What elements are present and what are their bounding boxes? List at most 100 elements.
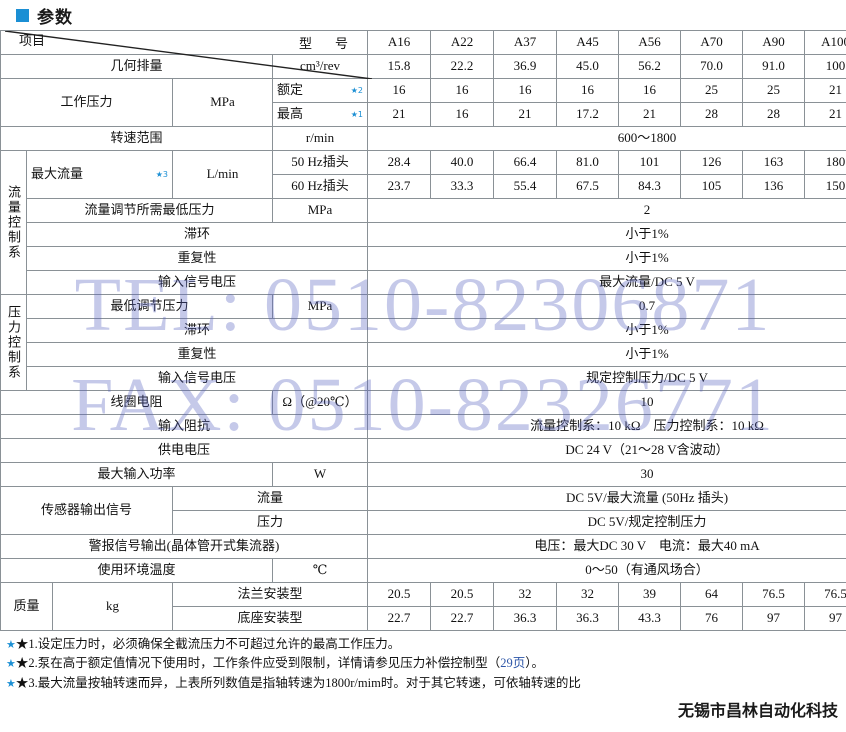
table-row: 使用环境温度 ℃ 0～50（有通风场合）	[0, 558, 846, 583]
cell: 100	[804, 54, 846, 79]
row-label-hysteresis-flow: 滞环	[25, 222, 369, 247]
blue-square-icon	[16, 8, 29, 22]
table-row: 输入信号电压 规定控制压力/DC 5 V	[1, 366, 846, 391]
table-row: 最高★1 21 16 21 17.2 21 28 28 21 28	[1, 102, 846, 127]
cell: 97	[742, 606, 806, 631]
row-label-sensor-output-signal: 传感器输出信号	[0, 486, 173, 535]
group-label-text: 流量控制系	[6, 185, 21, 260]
model-header-a100: A100	[804, 30, 846, 55]
cell: 67.5	[556, 174, 620, 199]
cell: 56.2	[618, 54, 682, 79]
cell: 81.0	[556, 150, 620, 175]
table-row: 传感器输出信号 流量 DC 5V/最大流量 (50Hz 插头)	[0, 486, 846, 535]
row-sublabel-max: 最高 ★1	[271, 102, 369, 127]
row-label-min-adjust-pressure: 最低调节压力	[26, 294, 273, 319]
row-label-input-signal-voltage-flow: 输入信号电压	[25, 270, 369, 295]
cell-span: 流量控制系：10 kΩ 压力控制系：10 kΩ	[367, 414, 846, 439]
table-row: 滞环 小于1%	[1, 318, 846, 343]
cell: 84.3	[618, 174, 682, 199]
cell-span: 0～50（有通风场合）	[367, 558, 846, 583]
row-sublabel-rated: 额定 ★2	[271, 78, 369, 103]
cell: 28	[680, 102, 744, 127]
cell: 20.5	[367, 582, 432, 607]
model-axis-label: 型 号	[299, 36, 354, 51]
cell: 16	[367, 78, 432, 103]
cell-span: 600～1800	[367, 126, 846, 151]
row-label-mass: 质量	[0, 582, 53, 631]
cell-span: 最大流量/DC 5 V	[367, 270, 846, 295]
cell: 180	[804, 150, 846, 175]
footnote-marker-1: ★1	[350, 109, 364, 119]
row-sublabel-flow: 流量	[171, 486, 369, 511]
label-text: 最大流量	[31, 166, 84, 182]
model-header-a37: A37	[493, 30, 558, 55]
table-row: 工作压力 MPa 额定★2 16 16 16 16 16 25 25 21 25	[0, 78, 846, 127]
group-label-pressure-control: 压力控制系	[0, 294, 27, 391]
cell: 91.0	[742, 54, 806, 79]
footnote-3-text: 最大流量按轴转速而异，上表所列数值是指轴转速为1800r/mim时。对于其它转速…	[37, 675, 581, 690]
row-unit-ambient-temperature: ℃	[271, 558, 369, 583]
row-label-hysteresis-pressure: 滞环	[25, 318, 369, 343]
table-row: 转速范围 r/min 600～1800	[0, 126, 846, 151]
cell: 16	[430, 78, 495, 103]
row-label-repeatability-pressure: 重复性	[25, 342, 369, 367]
cell: 33.3	[430, 174, 495, 199]
model-header-a56: A56	[618, 30, 682, 55]
cell: 21	[367, 102, 432, 127]
cell: 21	[493, 102, 558, 127]
cell: 39	[618, 582, 682, 607]
table-row: 流量控制系 最大流量 ★3 L/min 50 Hz插头 28.4 40.0 66.…	[0, 150, 846, 295]
footnote-marker-icon: ★	[6, 638, 16, 651]
cell: 28	[742, 102, 806, 127]
row-unit-max-input-power: W	[271, 462, 369, 487]
cell: 64	[680, 582, 744, 607]
footnote-3-marker: ★3.	[15, 675, 38, 690]
row-label-input-signal-voltage-pressure: 输入信号电压	[25, 366, 369, 391]
cell: 126	[680, 150, 744, 175]
cell: 17.2	[556, 102, 620, 127]
cell-span: DC 24 V（21～28 V含波动）	[367, 438, 846, 463]
cell: 25	[680, 78, 744, 103]
sublabel-text: 额定	[277, 82, 304, 98]
cell: 136	[742, 174, 806, 199]
sublabel-text: 最高	[277, 106, 304, 122]
cell: 22.7	[430, 606, 495, 631]
model-header-a16: A16	[367, 30, 432, 55]
cell: 70.0	[680, 54, 744, 79]
row-label-supply-voltage: 供电电压	[0, 438, 369, 463]
row-unit-mass: kg	[52, 582, 173, 631]
model-header-a90: A90	[742, 30, 806, 55]
footnote-marker-icon: ★	[6, 676, 16, 690]
footnote-2-marker: ★2.	[15, 656, 38, 671]
cell: 36.3	[493, 606, 558, 631]
table-row: 供电电压 DC 24 V（21～28 V含波动）	[0, 438, 846, 463]
row-label-alarm-signal-output: 警报信号输出(晶体管开式集流器)	[0, 534, 369, 559]
cell: 45.0	[556, 54, 620, 79]
table-row: 线圈电阻 Ω（@20℃） 10	[0, 390, 846, 415]
cell-span: 小于1%	[367, 342, 846, 367]
row-label-min-pressure-for-flow-adjust: 流量调节所需最低压力	[26, 198, 273, 223]
table-row: 压力控制系 最低调节压力 MPa 0.7	[0, 294, 846, 391]
cell: 55.4	[493, 174, 558, 199]
model-header-a45: A45	[556, 30, 620, 55]
cell-span: 小于1%	[367, 222, 846, 247]
cell: 97	[804, 606, 846, 631]
model-header-a22: A22	[430, 30, 495, 55]
footnote-2-page-ref[interactable]: 29页	[500, 656, 526, 671]
cell: 66.4	[493, 150, 558, 175]
table-row: 底座安装型 22.7 22.7 36.3 36.3 43.3 76 97 97 …	[1, 606, 846, 631]
row-unit-min-pressure-for-flow-adjust: MPa	[271, 198, 369, 223]
table-row: 输入信号电压 最大流量/DC 5 V	[1, 270, 846, 295]
row-sublabel-60hz: 60 Hz插头	[271, 174, 369, 199]
cell-span: 10	[367, 390, 846, 415]
footnote-2-text-after: ）。	[525, 656, 545, 671]
model-header-a70: A70	[680, 30, 744, 55]
cell: 40.0	[430, 150, 495, 175]
cell-span: 0.7	[367, 294, 846, 319]
cell: 76.5	[742, 582, 806, 607]
table-row: 流量调节所需最低压力 MPa 2	[1, 198, 846, 223]
cell: 32	[493, 582, 558, 607]
cell: 16	[430, 102, 495, 127]
cell-span: 规定控制压力/DC 5 V	[367, 366, 846, 391]
cell: 23.7	[367, 174, 432, 199]
